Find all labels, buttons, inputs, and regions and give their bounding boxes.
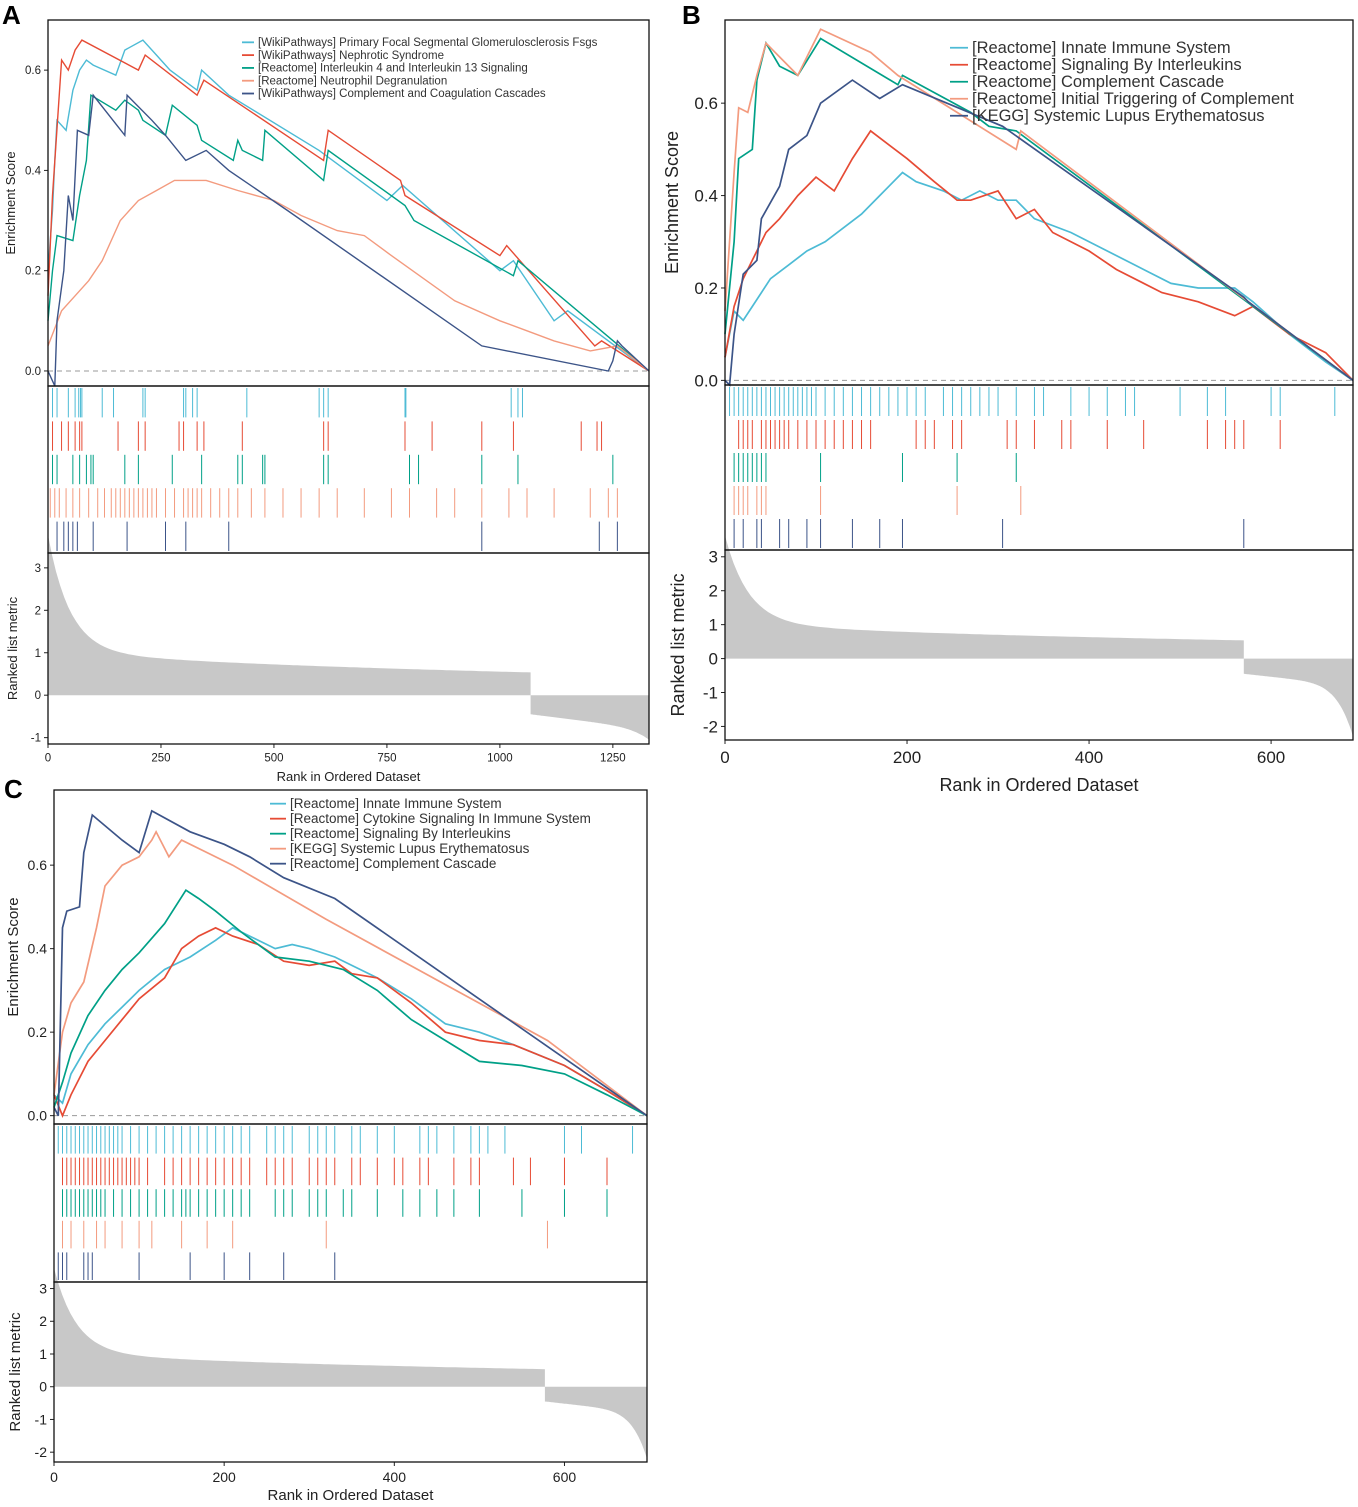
es-tick-label: 0.2 <box>694 279 718 298</box>
x-tick-label: 750 <box>377 753 396 765</box>
es-axis-title: Enrichment Score <box>3 151 18 254</box>
metric-tick-label: 2 <box>39 1313 47 1329</box>
legend-entry: [KEGG] Systemic Lupus Erythematosus <box>290 841 530 856</box>
metric-plot-frame <box>724 549 1354 741</box>
panel-letter: C <box>4 774 23 804</box>
es-axis-title: Enrichment Score <box>5 897 22 1016</box>
legend-entry: [Reactome] Neutrophil Degranulation <box>258 75 447 87</box>
legend-entry: [KEGG] Systemic Lupus Erythematosus <box>972 107 1265 125</box>
legend-entry: [Reactome] Innate Immune System <box>972 39 1231 57</box>
x-tick-label: 200 <box>212 1469 236 1485</box>
x-axis-title: Rank in Ordered Dataset <box>277 769 421 784</box>
es-tick-label: 0.4 <box>28 941 48 957</box>
es-tick-label: 0.4 <box>25 165 42 177</box>
es-line-series-4 <box>47 179 650 372</box>
x-axis-title: Rank in Ordered Dataset <box>939 775 1138 795</box>
es-line-series-4 <box>724 28 1354 382</box>
metric-tick-label: -1 <box>35 1411 48 1427</box>
metric-tick-label: 1 <box>39 1346 47 1362</box>
es-line-series-2 <box>53 926 648 1118</box>
legend-entry: [Reactome] Signaling By Interleukins <box>290 826 511 841</box>
es-line-series-5 <box>724 79 1354 387</box>
es-axis-title: Enrichment Score <box>662 131 682 274</box>
es-tick-label: 0.0 <box>28 1108 48 1124</box>
es-tick-label: 0.0 <box>694 371 718 390</box>
metric-tick-label: 2 <box>35 605 41 617</box>
ranked-metric-area <box>54 1268 647 1459</box>
metric-axis-title: Ranked list metric <box>7 1312 24 1432</box>
x-tick-label: 0 <box>45 753 51 765</box>
metric-tick-label: 1 <box>709 616 718 635</box>
ranked-metric-area <box>48 535 649 740</box>
es-line-series-1 <box>53 926 648 1117</box>
ranked-metric-area <box>725 535 1353 737</box>
legend-entry: [WikiPathways] Primary Focal Segmental G… <box>258 37 598 49</box>
metric-tick-label: 0 <box>35 690 41 702</box>
es-line-series-3 <box>47 94 650 372</box>
es-tick-label: 0.4 <box>694 187 718 206</box>
es-line-series-5 <box>47 93 650 387</box>
es-tick-label: 0.0 <box>25 366 41 378</box>
es-tick-label: 0.6 <box>28 857 48 873</box>
panel-a: A 0.0 0.2 0.4 0.6 Enrichment Score [WikiPathwa… <box>2 0 650 784</box>
metric-tick-label: 1 <box>35 648 41 660</box>
metric-tick-label: -2 <box>703 717 718 736</box>
hits-plot-frame <box>53 1123 648 1283</box>
x-tick-label: 0 <box>720 748 729 767</box>
metric-tick-label: 3 <box>35 563 41 575</box>
es-line-series-4 <box>53 829 648 1117</box>
metric-axis-title: Ranked list metric <box>5 596 20 700</box>
metric-tick-label: -2 <box>35 1444 48 1460</box>
legend-entry: [Reactome] Cytokine Signaling In Immune … <box>290 811 591 826</box>
x-tick-label: 500 <box>264 753 283 765</box>
x-tick-label: 400 <box>1075 748 1103 767</box>
es-line-series-2 <box>724 129 1354 381</box>
es-tick-label: 0.2 <box>28 1024 48 1040</box>
hits-plot-frame <box>724 384 1354 551</box>
panel-b: B 0.0 0.2 0.4 0.6 Enrichment Score [Reactome] … <box>662 0 1354 795</box>
metric-tick-label: 3 <box>39 1280 47 1296</box>
es-line-series-1 <box>47 39 650 372</box>
metric-tick-label: 0 <box>39 1379 47 1395</box>
legend-entry: [Reactome] Complement Cascade <box>290 856 496 871</box>
x-tick-label: 0 <box>50 1469 58 1485</box>
es-tick-label: 0.6 <box>694 94 718 113</box>
legend-entry: [Reactome] Initial Triggering of Complem… <box>972 90 1294 108</box>
metric-tick-label: 2 <box>709 582 718 601</box>
es-tick-label: 0.2 <box>25 266 41 278</box>
x-tick-label: 1250 <box>600 753 626 765</box>
metric-tick-label: 0 <box>709 650 718 669</box>
panel-letter: B <box>682 0 701 30</box>
x-tick-label: 200 <box>893 748 921 767</box>
legend-entry: [WikiPathways] Complement and Coagulatio… <box>258 88 546 100</box>
x-tick-label: 400 <box>383 1469 407 1485</box>
metric-tick-label: 3 <box>709 548 718 567</box>
es-line-series-1 <box>724 171 1354 382</box>
x-tick-label: 1000 <box>487 753 513 765</box>
legend-entry: [Reactome] Complement Cascade <box>972 73 1224 91</box>
es-line-series-2 <box>47 39 650 372</box>
metric-tick-label: -1 <box>703 683 718 702</box>
es-line-series-3 <box>53 889 648 1117</box>
panel-c: C 0.0 0.2 0.4 0.6 Enrichment Score [Reactome] … <box>4 774 648 1504</box>
metric-plot-frame <box>53 1281 648 1463</box>
x-tick-label: 600 <box>553 1469 577 1485</box>
x-tick-label: 600 <box>1257 748 1285 767</box>
metric-plot-frame <box>47 552 650 745</box>
legend-entry: [WikiPathways] Nephrotic Syndrome <box>258 50 444 62</box>
legend-entry: [Reactome] Interleukin 4 and Interleukin… <box>258 63 528 75</box>
es-tick-label: 0.6 <box>25 65 41 77</box>
panel-letter: A <box>2 0 21 30</box>
legend-entry: [Reactome] Innate Immune System <box>290 796 502 811</box>
x-axis-title: Rank in Ordered Dataset <box>268 1487 435 1504</box>
metric-axis-title: Ranked list metric <box>668 573 688 716</box>
es-line-series-5 <box>53 809 648 1117</box>
metric-tick-label: -1 <box>31 733 41 745</box>
x-tick-label: 250 <box>151 753 170 765</box>
legend-entry: [Reactome] Signaling By Interleukins <box>972 56 1242 74</box>
